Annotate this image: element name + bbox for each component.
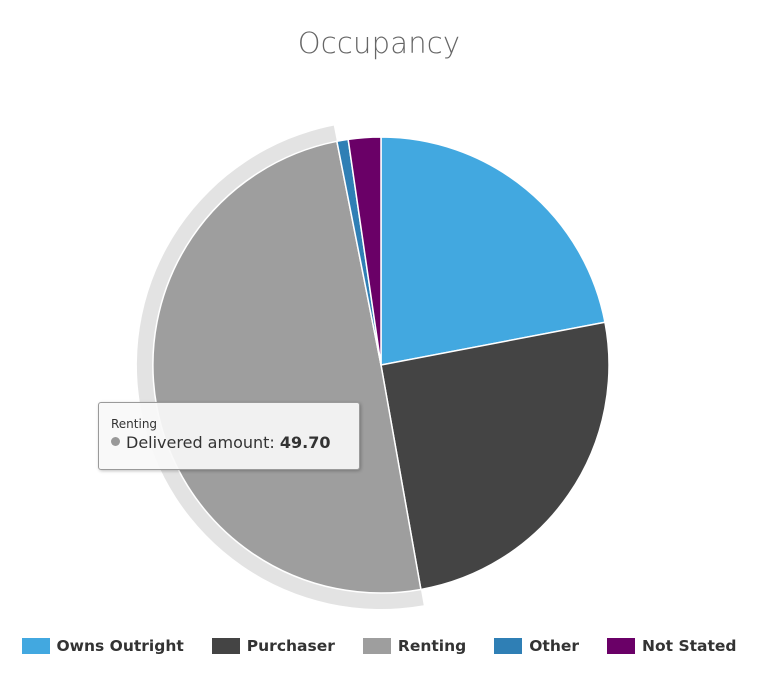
legend-item-renting[interactable]: Renting — [362, 637, 467, 655]
tooltip-bullet-icon — [111, 437, 120, 446]
legend-item-purchaser[interactable]: Purchaser — [211, 637, 335, 655]
pie-slice-owns-outright[interactable] — [380, 136, 606, 366]
legend-swatch-not-stated — [607, 638, 636, 654]
tooltip-line: Delivered amount: 49.70 — [111, 433, 349, 453]
legend-label-other: Other — [529, 637, 580, 655]
legend-label-not-stated: Not Stated — [642, 637, 737, 655]
tooltip-separator: : — [269, 433, 280, 452]
legend-item-owns-outright[interactable]: Owns Outright — [21, 637, 184, 655]
tooltip-category: Renting — [111, 417, 158, 431]
legend-swatch-other — [494, 638, 523, 654]
legend-swatch-owns-outright — [21, 638, 50, 654]
legend-item-other[interactable]: Other — [494, 637, 579, 655]
pie-slice-purchaser[interactable] — [380, 321, 610, 591]
legend-item-not-stated[interactable]: Not Stated — [607, 637, 737, 655]
tooltip-value: 49.70 — [279, 433, 331, 452]
tooltip-series-label: Delivered amount — [126, 433, 270, 452]
pie-slice-not-stated[interactable] — [347, 136, 382, 366]
legend-label-renting: Renting — [397, 637, 467, 655]
legend: Owns Outright Purchaser Renting Other No… — [0, 637, 758, 655]
legend-swatch-renting — [362, 638, 391, 654]
legend-swatch-purchaser — [211, 638, 240, 654]
legend-label-owns-outright: Owns Outright — [56, 637, 184, 655]
tooltip: Renting Delivered amount: 49.70 — [98, 402, 360, 470]
legend-label-purchaser: Purchaser — [246, 637, 335, 655]
chart-title: Occupancy — [297, 26, 461, 60]
pie-slices — [152, 136, 610, 594]
